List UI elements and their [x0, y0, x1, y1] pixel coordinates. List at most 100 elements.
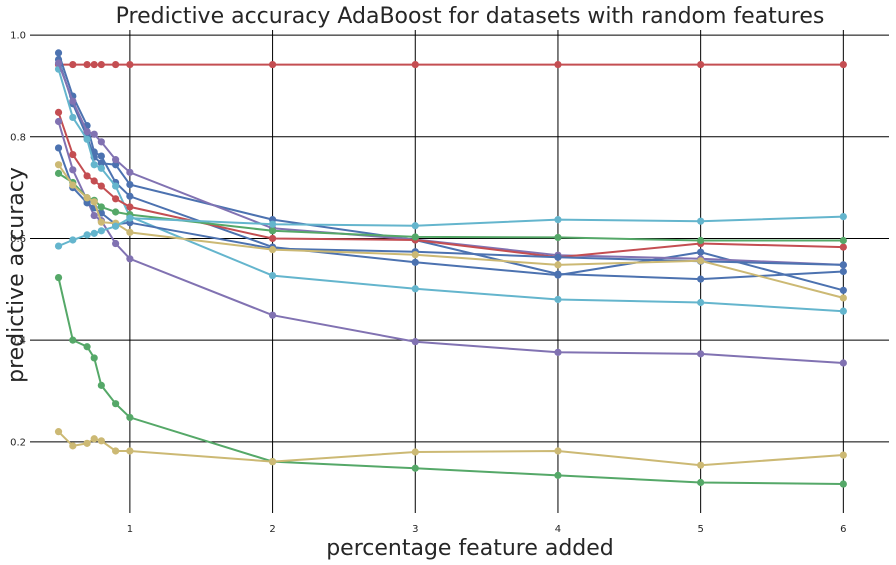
- y-tick-label: 1.0: [10, 31, 26, 42]
- data-point: [97, 203, 105, 211]
- x-tick-label: 4: [555, 524, 561, 535]
- data-point: [126, 413, 134, 422]
- data-point: [411, 60, 419, 69]
- x-tick-label: 6: [840, 524, 846, 535]
- data-point: [839, 359, 847, 367]
- data-point: [97, 152, 105, 160]
- data-point: [54, 161, 63, 169]
- series-8: [54, 144, 847, 269]
- data-point: [90, 130, 98, 138]
- data-point: [411, 233, 419, 241]
- data-point: [839, 261, 847, 269]
- data-point: [554, 295, 562, 304]
- data-point: [697, 60, 705, 69]
- series-line: [57, 68, 844, 313]
- data-point: [97, 159, 105, 167]
- data-point: [112, 156, 120, 164]
- data-point: [697, 257, 705, 265]
- data-point: [126, 60, 134, 69]
- x-tick-label: 5: [697, 524, 703, 535]
- data-point: [554, 447, 562, 455]
- data-point: [112, 182, 120, 190]
- data-point: [90, 177, 98, 185]
- chart-title: Predictive accuracy AdaBoost for dataset…: [116, 4, 825, 29]
- data-point: [839, 212, 847, 221]
- data-point: [839, 286, 847, 294]
- data-point: [90, 60, 98, 69]
- data-point: [411, 258, 419, 266]
- data-point: [268, 220, 277, 228]
- series-group: [54, 49, 847, 488]
- data-point: [54, 169, 63, 177]
- series-line: [57, 121, 844, 364]
- data-point: [97, 138, 105, 146]
- data-point: [268, 246, 277, 254]
- data-point: [97, 381, 105, 389]
- data-point: [54, 242, 63, 250]
- data-point: [69, 97, 77, 105]
- data-point: [97, 164, 105, 172]
- series-line: [57, 62, 844, 266]
- grid: [30, 30, 889, 513]
- data-point: [411, 222, 419, 230]
- data-point: [97, 227, 105, 235]
- data-point: [112, 60, 120, 69]
- data-point: [112, 208, 120, 216]
- series-7: [54, 117, 847, 367]
- data-point: [554, 60, 562, 69]
- series-1: [54, 60, 847, 69]
- y-tick-label: 0.6: [10, 234, 26, 245]
- series-13: [54, 428, 847, 469]
- data-point: [83, 135, 91, 143]
- data-point: [697, 461, 705, 469]
- data-point: [97, 60, 105, 69]
- series-line: [57, 147, 844, 266]
- data-point: [112, 195, 120, 203]
- data-point: [126, 228, 134, 236]
- data-point: [268, 458, 277, 466]
- data-point: [112, 161, 120, 169]
- x-axis-label: percentage feature added: [326, 536, 614, 561]
- data-point: [411, 464, 419, 472]
- data-point: [126, 180, 134, 189]
- data-point: [554, 233, 562, 242]
- data-point: [697, 248, 705, 256]
- data-point: [112, 447, 120, 455]
- data-point: [90, 435, 98, 443]
- data-point: [697, 275, 705, 283]
- data-point: [839, 307, 847, 315]
- data-point: [112, 222, 120, 230]
- data-point: [126, 203, 134, 211]
- series-line: [57, 430, 844, 467]
- data-point: [54, 117, 63, 126]
- y-tick-label: 0.8: [10, 132, 26, 143]
- data-point: [83, 60, 91, 69]
- data-point: [697, 350, 705, 358]
- data-point: [839, 267, 847, 276]
- x-tick-label: 1: [127, 524, 133, 535]
- data-point: [83, 439, 91, 447]
- data-point: [554, 216, 562, 224]
- data-point: [411, 448, 419, 456]
- data-point: [126, 255, 134, 263]
- data-point: [697, 298, 705, 307]
- series-9: [54, 169, 847, 245]
- data-point: [90, 211, 98, 220]
- data-point: [69, 113, 77, 122]
- data-point: [268, 311, 277, 319]
- data-point: [839, 451, 847, 459]
- data-point: [69, 181, 77, 189]
- tick-labels: 1 2 3 4 5 6 0.2 0.4 0.6 0.8 1.0: [10, 31, 846, 535]
- data-point: [54, 144, 63, 152]
- data-point: [554, 348, 562, 356]
- data-point: [697, 217, 705, 225]
- y-axis-label: predictive accuracy: [4, 167, 29, 383]
- data-point: [554, 270, 562, 278]
- series-line: [57, 112, 844, 259]
- series-line: [57, 52, 844, 292]
- data-point: [126, 168, 134, 176]
- data-point: [54, 428, 63, 436]
- series-line: [57, 59, 844, 281]
- data-point: [54, 59, 63, 67]
